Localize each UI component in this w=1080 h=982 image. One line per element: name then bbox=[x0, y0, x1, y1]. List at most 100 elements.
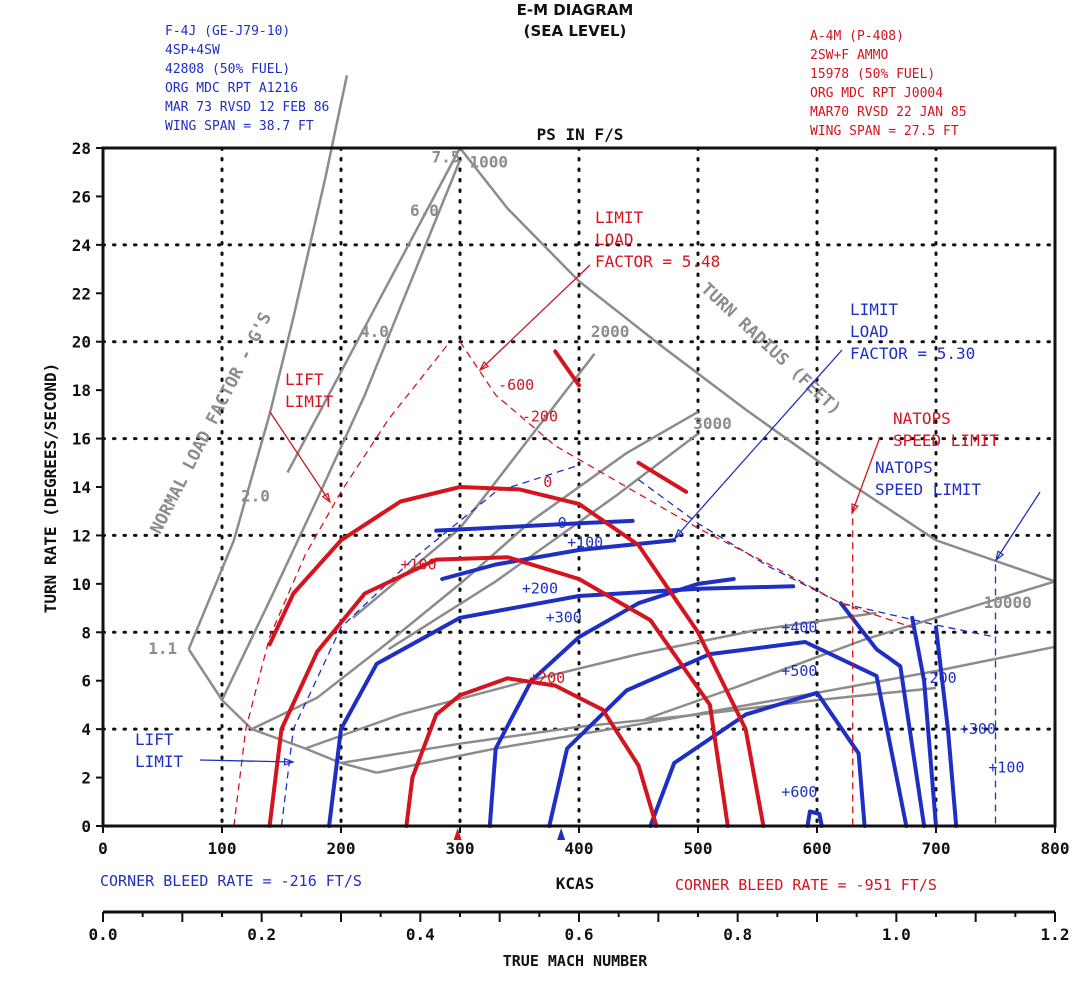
y-tick-label: 2 bbox=[81, 769, 91, 788]
ps-contour-label: +300 bbox=[546, 609, 582, 627]
note-line: F-4J (GE-J79-10) bbox=[165, 24, 291, 39]
label-line: LIMIT bbox=[850, 300, 899, 319]
f4j-natops-leader bbox=[995, 491, 1041, 561]
ps-contour-line bbox=[404, 676, 659, 828]
ps-contour-line bbox=[553, 349, 581, 388]
y-tick-label: 28 bbox=[72, 139, 91, 158]
ps-contour-label: +600 bbox=[781, 783, 817, 801]
y-tick-label: 26 bbox=[72, 187, 91, 206]
mach-tick-label: 0.8 bbox=[723, 925, 752, 944]
f4j-limit-load-leader bbox=[674, 349, 843, 539]
ps-contour-label: 0 bbox=[543, 473, 552, 491]
note-line: MAR 73 RVSD 12 FEB 86 bbox=[165, 100, 330, 115]
corner-speed-marker bbox=[453, 828, 462, 840]
limit-load-line bbox=[459, 341, 913, 629]
turn-radius-label: 1000 bbox=[470, 152, 509, 171]
load-factor-line bbox=[187, 75, 349, 650]
envelope-lower-line bbox=[376, 645, 1056, 774]
label-line: SPEED LIMIT bbox=[875, 480, 981, 499]
a4m-notes: A-4M (P-408) 2SW+F AMMO 15978 (50% FUEL) OR… bbox=[810, 27, 967, 141]
lift-limit-line bbox=[233, 343, 449, 827]
y-tick-label: 14 bbox=[72, 478, 91, 497]
ps-contour-label: +100 bbox=[567, 534, 603, 552]
note-line: ORG MDC RPT J0004 bbox=[810, 86, 944, 101]
leader-arrowhead bbox=[478, 360, 490, 372]
x-tick-label: 500 bbox=[684, 839, 713, 858]
ps-contour-label: -200 bbox=[921, 669, 957, 687]
mach-tick-label: 0.6 bbox=[565, 925, 594, 944]
f4j-notes: F-4J (GE-J79-10) 4SP+4SW 42808 (50% FUEL) O… bbox=[165, 22, 329, 136]
y-tick-label: 18 bbox=[72, 381, 91, 400]
ps-contour-label: +200 bbox=[529, 669, 565, 687]
ps-contour-label: +500 bbox=[781, 662, 817, 680]
turn-radius-line bbox=[387, 432, 699, 651]
note-line: 42808 (50% FUEL) bbox=[165, 62, 291, 77]
mach-tick-label: 0.2 bbox=[247, 925, 276, 944]
ps-contour-line bbox=[838, 601, 927, 828]
leader-arrowhead bbox=[673, 528, 684, 540]
x-tick-label: 300 bbox=[446, 839, 475, 858]
load-factor-line bbox=[304, 611, 877, 750]
f4j-natops-label: NATOPS SPEED LIMIT bbox=[875, 458, 981, 499]
ps-contours bbox=[233, 341, 997, 840]
label-line: NATOPS bbox=[875, 458, 933, 477]
limit-load-line bbox=[638, 479, 996, 638]
turn-radius-line bbox=[643, 580, 1056, 721]
f4j-limit-load-label: LIMIT LOAD FACTOR = 5.30 bbox=[850, 300, 975, 363]
x-tick-label: 400 bbox=[565, 839, 594, 858]
f4j-lift-limit-label: LIFT LIMIT bbox=[135, 730, 184, 771]
load-factor-line bbox=[251, 410, 699, 731]
ps-contour-line bbox=[267, 555, 730, 828]
x-tick-label: 200 bbox=[327, 839, 356, 858]
label-line: FACTOR = 5.48 bbox=[595, 252, 720, 271]
turn-radius-label: 2000 bbox=[591, 322, 630, 341]
load-factor-line bbox=[340, 686, 937, 765]
label-line: LIMIT bbox=[285, 392, 334, 411]
a4m-lift-limit-leader bbox=[269, 411, 331, 503]
ps-contour-line bbox=[648, 690, 867, 828]
x-axis-label: KCAS bbox=[556, 874, 595, 893]
label-line: LOAD bbox=[595, 230, 634, 249]
y-tick-label: 12 bbox=[72, 526, 91, 545]
ps-contour-label: +300 bbox=[960, 720, 996, 738]
mach-tick-label: 0.0 bbox=[89, 925, 118, 944]
label-line: LIFT bbox=[135, 730, 174, 749]
ps-contour-line bbox=[440, 538, 677, 581]
ps-contour-line bbox=[636, 460, 689, 494]
y-axis-label: TURN RATE (DEGREES/SECOND) bbox=[41, 363, 60, 613]
a4m-natops-leader bbox=[851, 436, 881, 514]
ps-contour-line bbox=[805, 809, 824, 828]
y-tick-label: 4 bbox=[81, 720, 91, 739]
mach-axis-label: TRUE MACH NUMBER bbox=[503, 952, 648, 970]
note-line: MAR70 RVSD 22 JAN 85 bbox=[810, 105, 967, 120]
leader-arrowhead bbox=[851, 503, 859, 515]
ps-contour-label: +100 bbox=[988, 759, 1024, 777]
load-factor-label: 7.5 bbox=[431, 148, 460, 167]
turn-radius-title: TURN RADIUS (FEET) bbox=[697, 279, 845, 419]
note-line: WING SPAN = 27.5 FT bbox=[810, 124, 959, 139]
mach-tick-label: 0.4 bbox=[406, 925, 435, 944]
envelope-upper-line bbox=[459, 147, 1056, 583]
f4j-lift-limit-leader bbox=[199, 759, 294, 763]
load-factor-label: 4.0 bbox=[360, 322, 389, 341]
note-line: WING SPAN = 38.7 FT bbox=[165, 119, 314, 134]
corner-speed-marker bbox=[557, 828, 566, 840]
note-line: 4SP+4SW bbox=[165, 43, 220, 58]
ps-contour-line bbox=[487, 577, 736, 828]
a4m-lift-limit-label: LIFT LIMIT bbox=[285, 370, 334, 411]
x-tick-label: 0 bbox=[98, 839, 108, 858]
y-tick-label: 16 bbox=[72, 430, 91, 449]
a4m-natops-label: NATOPS SPEED LIMIT bbox=[893, 409, 999, 450]
f4j-corner-bleed-rate: CORNER BLEED RATE = -216 FT/S bbox=[100, 872, 362, 890]
note-line: ORG MDC RPT A1216 bbox=[165, 81, 299, 96]
load-factor-label: 2.0 bbox=[241, 487, 270, 506]
label-line: FACTOR = 5.30 bbox=[850, 344, 975, 363]
load-factor-label: 1.1 bbox=[148, 639, 177, 658]
ps-contour-line bbox=[267, 485, 766, 828]
note-line: 15978 (50% FUEL) bbox=[810, 67, 936, 82]
a4m-limit-load-leader bbox=[479, 264, 591, 371]
a4m-limit-load-label: LIMIT LOAD FACTOR = 5.48 bbox=[595, 208, 720, 271]
chart-title: E-M DIAGRAM bbox=[516, 1, 634, 19]
ps-contour-label: +100 bbox=[401, 555, 437, 573]
